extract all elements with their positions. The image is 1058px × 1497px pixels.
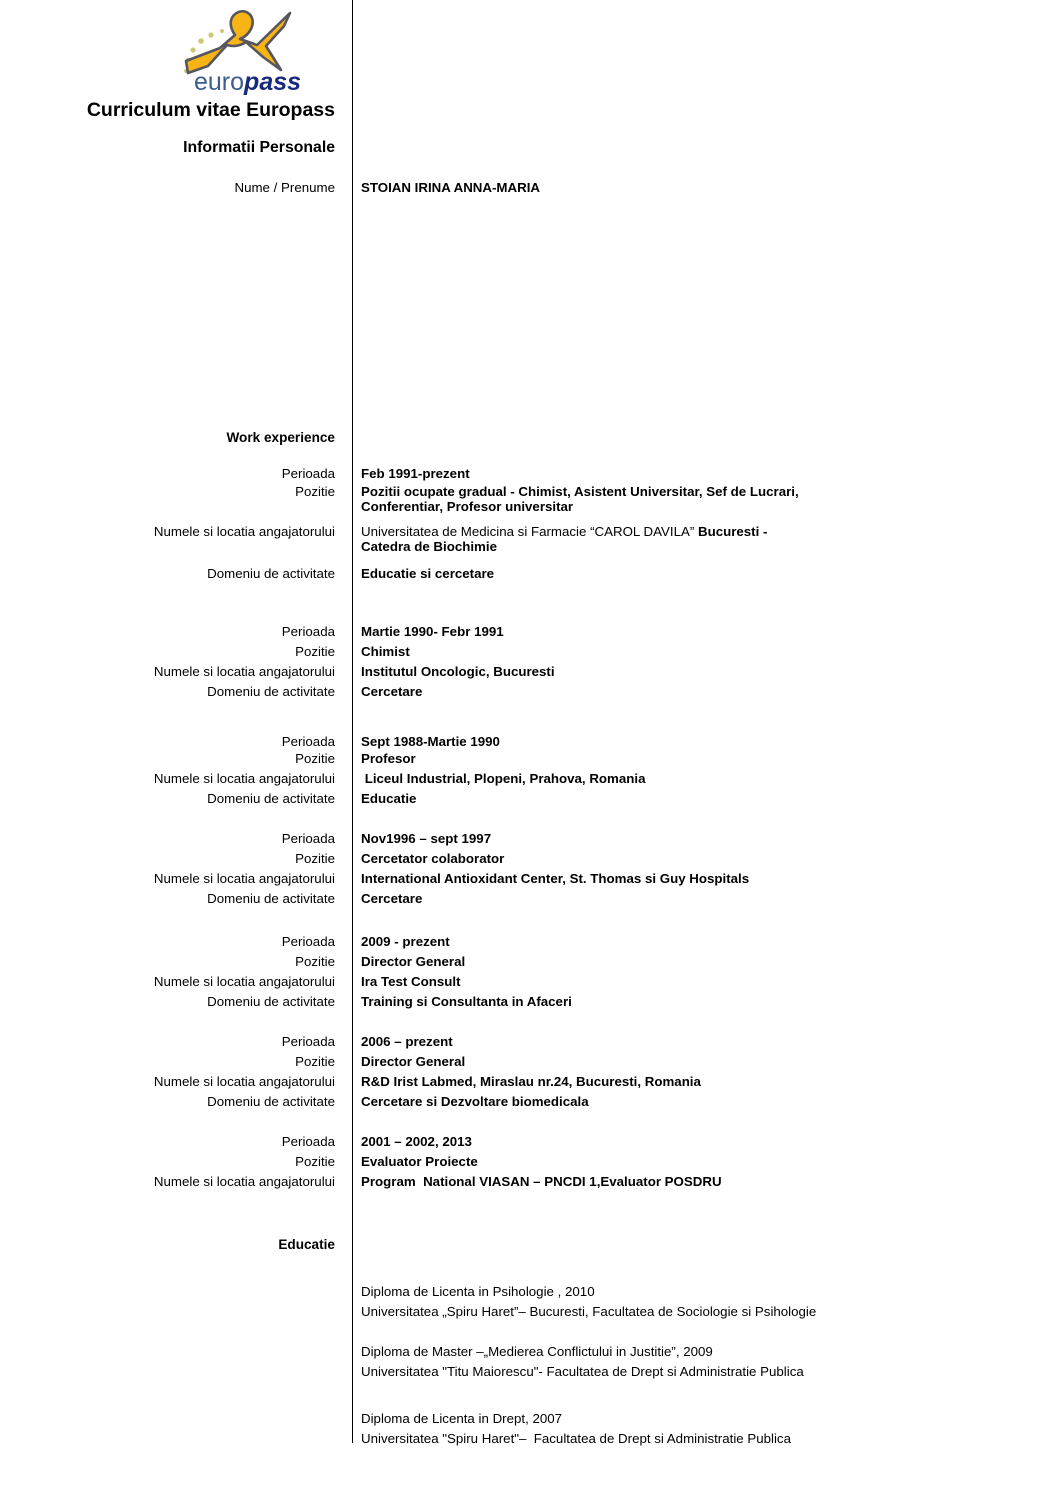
svg-text:europass: europass <box>194 68 301 96</box>
